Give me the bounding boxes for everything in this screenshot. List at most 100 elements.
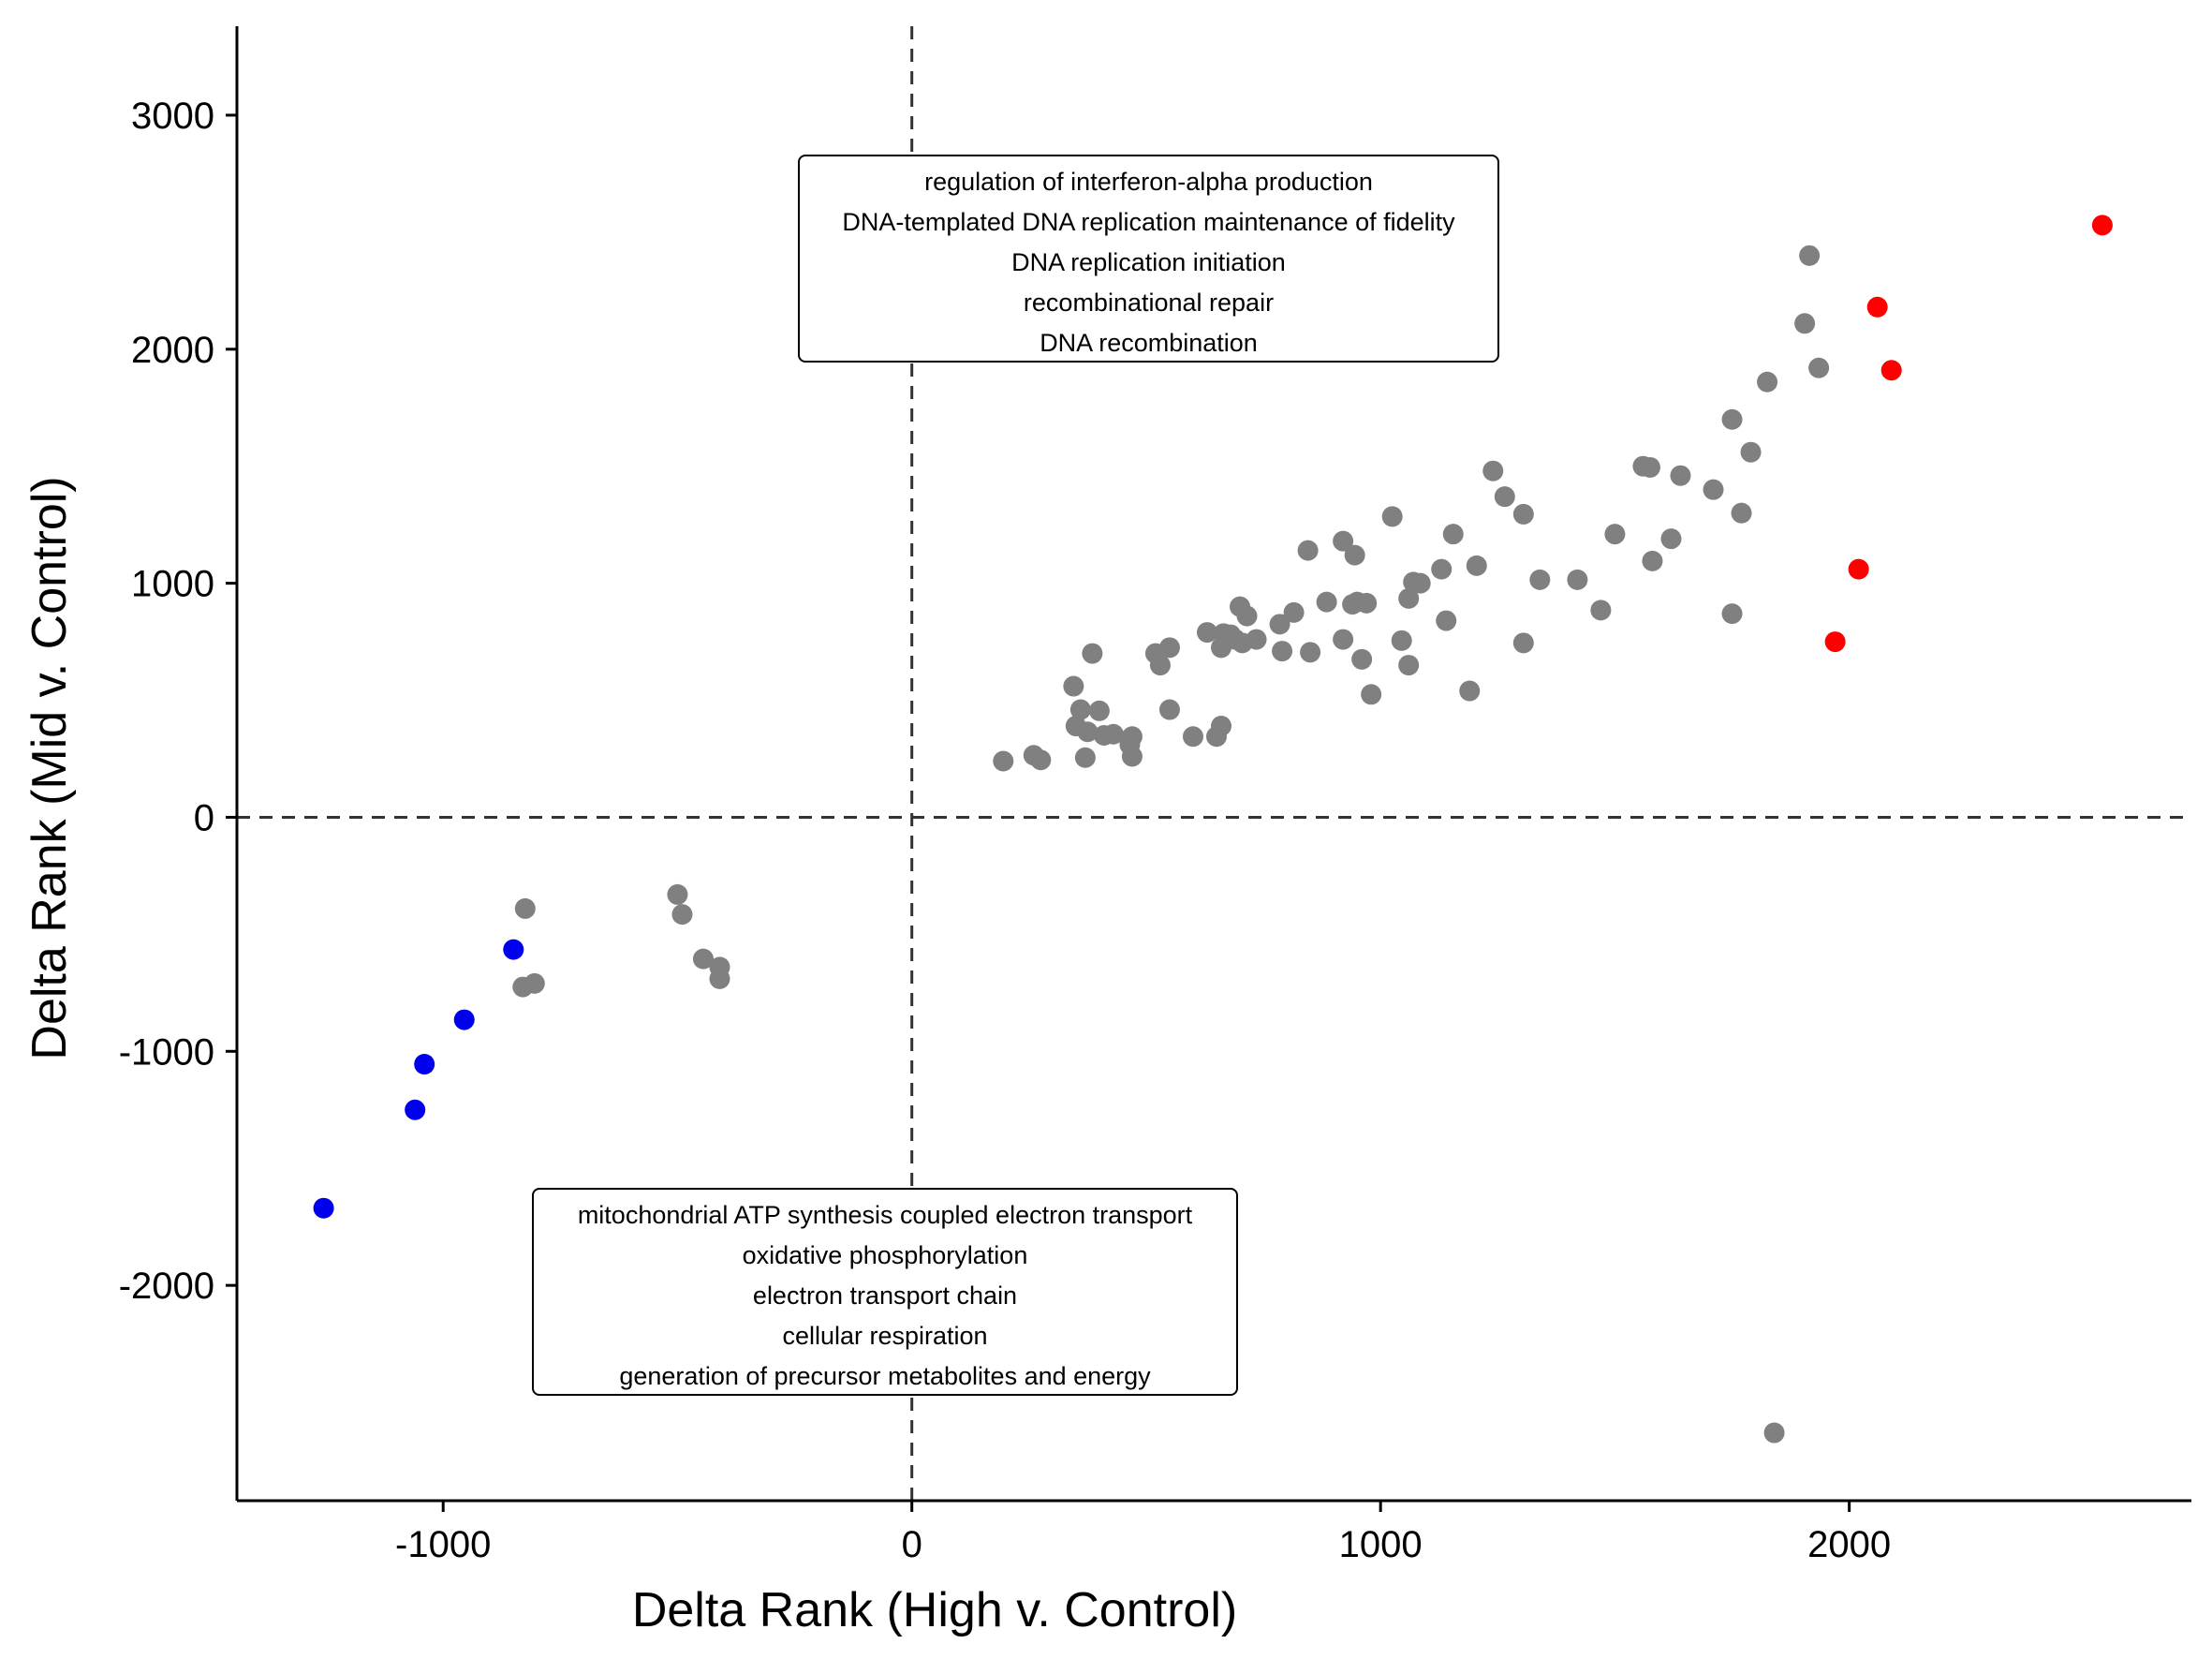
annotation-line: DNA replication initiation	[1011, 248, 1286, 276]
data-point-other	[1391, 630, 1412, 651]
data-point-up	[1880, 360, 1902, 381]
data-point-other	[1794, 313, 1816, 334]
data-point-other	[1567, 569, 1588, 590]
data-point-other	[1482, 460, 1504, 481]
data-point-other	[1604, 524, 1626, 545]
data-point-other	[1459, 680, 1481, 702]
data-point-up	[1824, 631, 1846, 653]
data-point-other	[1442, 524, 1464, 545]
data-point-other	[1196, 622, 1217, 644]
data-point-other	[692, 948, 714, 970]
annotation-line: DNA-templated DNA replication maintenanc…	[842, 208, 1455, 236]
data-point-other	[1808, 357, 1830, 378]
data-point-up	[1848, 558, 1869, 580]
data-point-other	[1069, 699, 1091, 720]
annotation-line: mitochondrial ATP synthesis coupled elec…	[577, 1201, 1193, 1229]
data-point-other	[1269, 614, 1290, 635]
axes	[235, 26, 2191, 1503]
data-point-other	[1590, 600, 1612, 621]
data-point-other	[1342, 594, 1364, 615]
data-point-other	[1074, 747, 1096, 768]
data-point-up	[2091, 215, 2113, 236]
data-point-other	[1398, 655, 1420, 676]
data-point-down	[414, 1054, 435, 1075]
data-point-other	[1639, 456, 1660, 478]
reference-lines	[237, 26, 2191, 1501]
data-point-other	[1361, 684, 1382, 705]
data-point-other	[1466, 555, 1487, 576]
data-point-other	[1351, 648, 1373, 670]
data-point-other	[1121, 746, 1143, 767]
data-point-other	[1431, 558, 1453, 580]
y-axis-title: Delta Rank (Mid v. Control)	[22, 476, 77, 1059]
annotation-box-downregulated: mitochondrial ATP synthesis coupled elec…	[532, 1188, 1238, 1396]
data-point-other	[1023, 745, 1044, 766]
ticks: -1000 0 1000 2000 -2000 -1000 0 1000 2000 3000	[119, 96, 1891, 1565]
annotation-line: cellular respiration	[782, 1322, 988, 1350]
data-point-other	[1158, 699, 1180, 720]
data-point-other	[1283, 601, 1305, 623]
data-point-other	[1333, 629, 1354, 650]
data-point-other	[1703, 479, 1724, 500]
data-point-other	[1344, 544, 1365, 566]
x-tick-label: -1000	[395, 1524, 491, 1565]
data-point-other	[1512, 632, 1534, 654]
data-point-other	[1316, 591, 1337, 613]
data-point-other	[1763, 1422, 1785, 1444]
data-point-other	[1077, 721, 1099, 743]
data-point-other	[1436, 610, 1457, 631]
data-point-down	[453, 1009, 475, 1030]
data-point-other	[1088, 700, 1110, 721]
annotation-line: DNA recombination	[1040, 329, 1258, 357]
data-point-other	[1272, 641, 1293, 662]
annotation-box-upregulated: regulation of interferon-alpha productio…	[798, 155, 1499, 363]
data-point-other	[1381, 506, 1403, 527]
data-point-down	[313, 1197, 334, 1219]
annotation-line: oxidative phosphorylation	[742, 1241, 1028, 1269]
data-point-other	[1642, 550, 1663, 571]
data-point-other	[1102, 723, 1124, 745]
y-tick-label: 0	[194, 797, 214, 838]
data-point-other	[1721, 408, 1743, 430]
data-point-other	[1182, 726, 1203, 748]
data-point-down	[405, 1099, 426, 1120]
data-point-other	[671, 904, 693, 926]
data-point-other	[1082, 643, 1103, 664]
data-point-down	[503, 939, 524, 960]
data-point-other	[1512, 503, 1534, 525]
data-point-other	[514, 897, 536, 919]
x-tick-label: 0	[902, 1524, 922, 1565]
data-point-other	[993, 750, 1014, 772]
data-point-other	[1230, 596, 1251, 617]
data-points	[313, 215, 2113, 1444]
data-point-other	[1333, 530, 1354, 552]
data-point-other	[1731, 502, 1752, 524]
y-tick-label: 1000	[131, 564, 214, 605]
x-axis-title: Delta Rank (High v. Control)	[632, 1583, 1237, 1637]
data-point-up	[1866, 296, 1888, 318]
data-point-other	[1799, 244, 1821, 266]
annotation-line: regulation of interferon-alpha productio…	[924, 168, 1373, 196]
data-point-other	[1660, 528, 1682, 550]
y-tick-label: 3000	[131, 96, 214, 137]
annotation-line: recombinational repair	[1023, 289, 1275, 317]
data-point-other	[1740, 441, 1762, 463]
annotation-line: generation of precursor metabolites and …	[619, 1362, 1151, 1390]
data-point-other	[1494, 486, 1515, 508]
y-tick-label: -1000	[119, 1031, 214, 1073]
data-point-other	[1403, 571, 1424, 593]
data-point-other	[667, 883, 688, 905]
annotation-line: electron transport chain	[752, 1281, 1018, 1310]
data-point-other	[1721, 603, 1743, 625]
y-tick-label: -2000	[119, 1266, 214, 1307]
data-point-other	[1398, 587, 1420, 609]
x-tick-label: 1000	[1339, 1524, 1423, 1565]
data-point-other	[1297, 540, 1319, 561]
data-point-other	[1300, 642, 1321, 663]
data-point-other	[1529, 569, 1551, 590]
data-point-other	[1211, 637, 1232, 659]
data-point-other	[1063, 675, 1084, 697]
data-point-other	[1757, 371, 1778, 393]
data-point-other	[1206, 726, 1228, 748]
